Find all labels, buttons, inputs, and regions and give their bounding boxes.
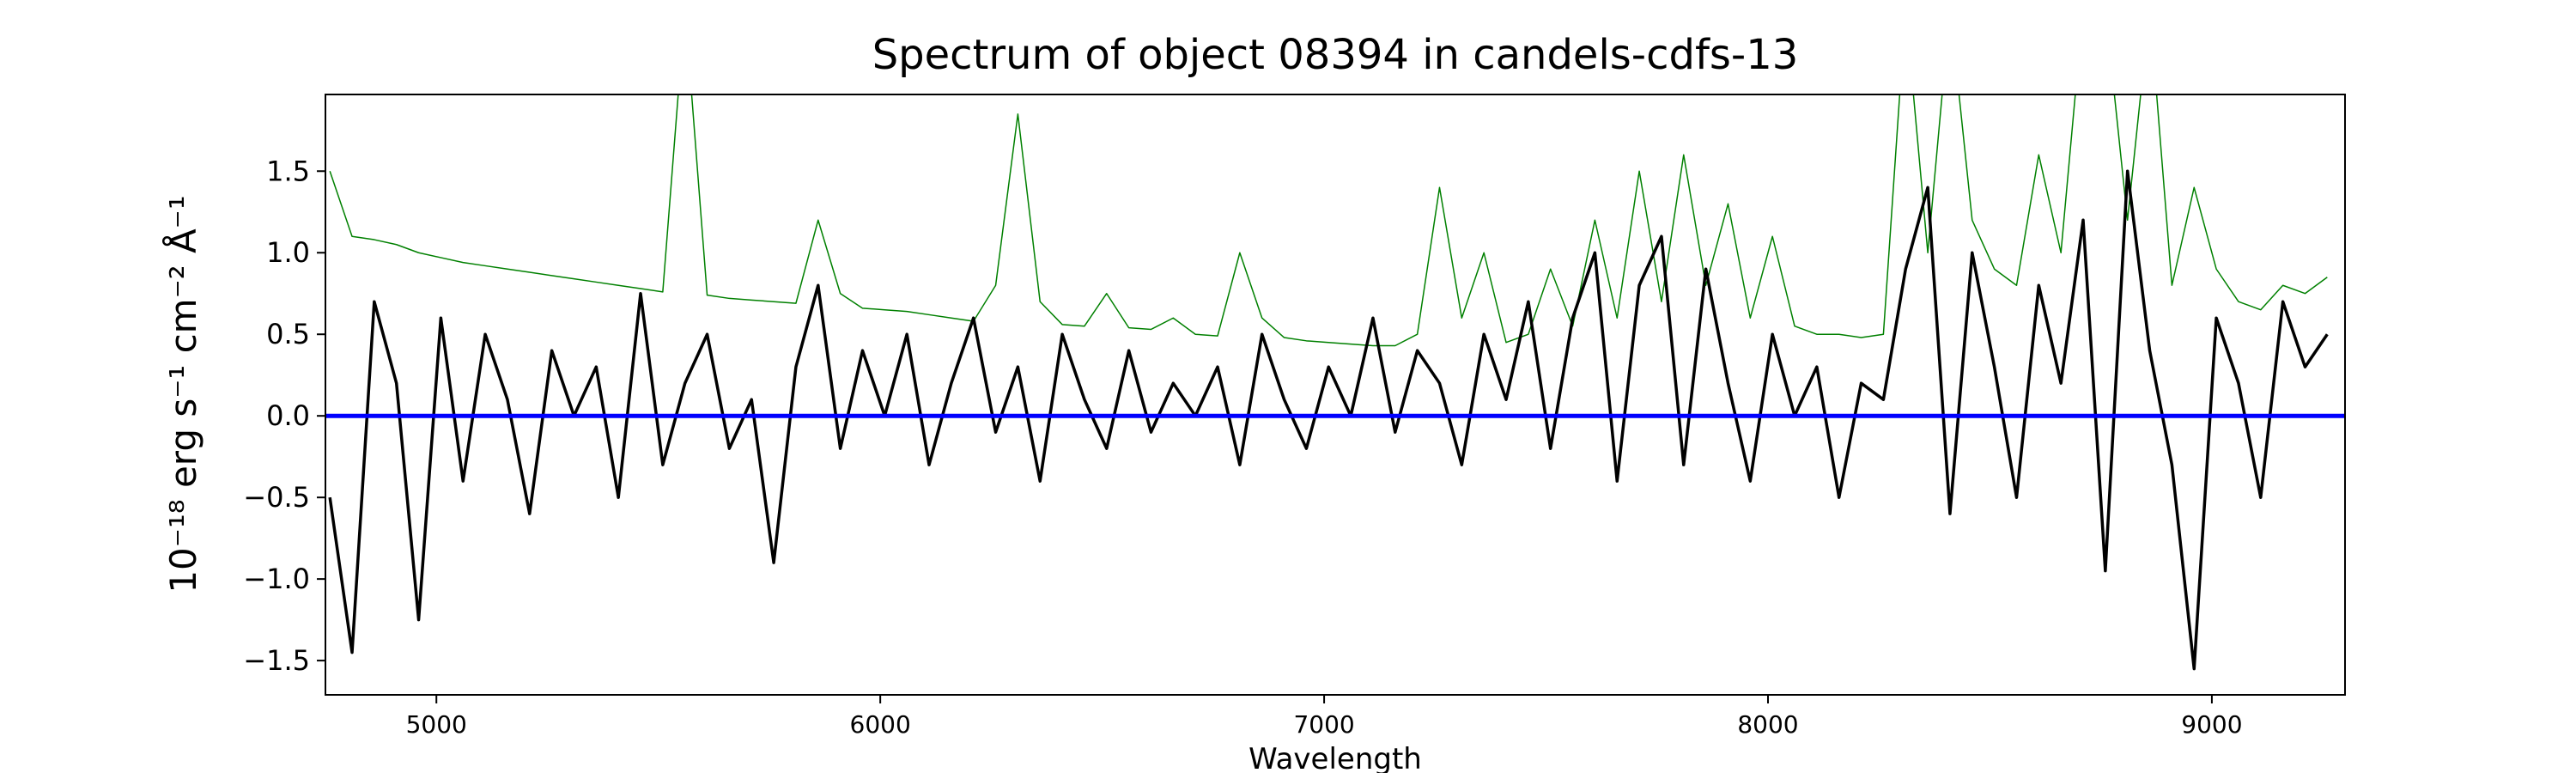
x-tick-label: 9000 xyxy=(2181,710,2242,739)
x-tick-label: 6000 xyxy=(850,710,911,739)
x-tick-label: 7000 xyxy=(1293,710,1354,739)
y-tick-label: 0.5 xyxy=(266,318,310,350)
y-tick-label: −1.5 xyxy=(243,644,310,677)
y-axis-label: 10⁻¹⁸ erg s⁻¹ cm⁻² Å⁻¹ xyxy=(161,195,204,593)
y-tick-label: −1.0 xyxy=(243,563,310,595)
chart-title: Spectrum of object 08394 in candels-cdfs… xyxy=(872,31,1799,79)
y-tick-label: 1.0 xyxy=(266,236,310,269)
x-tick-label: 8000 xyxy=(1737,710,1798,739)
spectrum-line xyxy=(328,169,2329,671)
axes-frame xyxy=(325,94,2346,696)
y-tick-label: −0.5 xyxy=(243,481,310,514)
plot-area xyxy=(325,94,2345,671)
y-tick-label: 0.0 xyxy=(266,399,310,432)
y-tick-label: 1.5 xyxy=(266,155,310,187)
x-axis-label: Wavelength xyxy=(1249,742,1422,773)
x-tick-label: 5000 xyxy=(406,710,467,739)
spectrum-line xyxy=(329,94,2328,347)
